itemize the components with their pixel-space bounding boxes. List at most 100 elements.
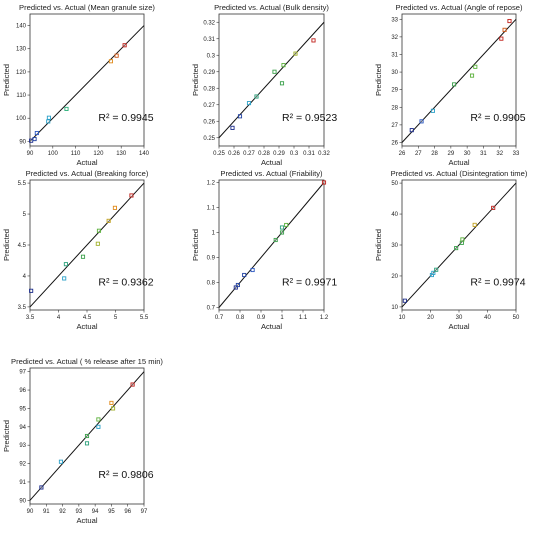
y-tick-label: 0.9 [207, 256, 216, 262]
data-point [284, 222, 289, 228]
data-point [273, 237, 278, 243]
y-tick-label: 50 [391, 181, 398, 187]
data-point [279, 230, 285, 235]
data-point [129, 193, 134, 198]
x-tick-label: 94 [92, 509, 99, 515]
x-tick-label: 0.29 [273, 151, 285, 157]
data-point [281, 63, 286, 68]
x-axis-label: Actual [261, 158, 282, 167]
x-tick-label: 40 [484, 315, 491, 321]
data-point [106, 218, 111, 223]
data-point [62, 276, 67, 281]
data-point [233, 285, 238, 290]
y-tick-label: 28 [391, 105, 398, 111]
plot-title: Predicted vs. Actual (Breaking force) [26, 169, 149, 178]
data-point [32, 137, 37, 142]
x-tick-label: 0.3 [290, 151, 299, 157]
data-point [80, 254, 86, 259]
data-point [402, 298, 407, 303]
scatter-panel: Predicted vs. Actual (Breaking force) 3.5… [2, 169, 154, 331]
data-point [469, 73, 475, 78]
x-tick-label: 0.32 [318, 151, 330, 157]
y-tick-label: 0.27 [203, 103, 215, 109]
data-point [279, 81, 285, 86]
x-tick-label: 100 [48, 151, 59, 157]
r-squared-label: R² = 0.9971 [282, 276, 337, 288]
y-tick-label: 90 [19, 139, 26, 145]
data-point [321, 180, 327, 185]
x-axis-label: Actual [76, 516, 97, 525]
data-point [39, 485, 44, 490]
x-axis-label: Actual [261, 322, 282, 331]
x-tick-label: 30 [456, 315, 463, 321]
x-tick-label: 140 [139, 151, 150, 157]
fit-line [29, 371, 145, 501]
fit-line [218, 21, 325, 139]
y-tick-label: 93 [19, 443, 26, 449]
r-squared-label: R² = 0.9974 [470, 276, 525, 288]
x-tick-label: 0.27 [243, 151, 255, 157]
data-point [130, 382, 135, 387]
y-tick-label: 5.5 [18, 181, 27, 187]
data-point [34, 130, 39, 136]
x-tick-label: 0.9 [257, 315, 266, 321]
data-point [431, 270, 436, 275]
x-tick-label: 10 [399, 315, 406, 321]
data-point [491, 205, 496, 210]
x-tick-label: 120 [93, 151, 104, 157]
data-point [502, 27, 507, 32]
y-tick-label: 92 [19, 462, 26, 468]
data-point [122, 43, 127, 48]
x-tick-label: 0.8 [236, 315, 245, 321]
data-point [64, 106, 69, 111]
data-point [434, 267, 439, 272]
y-tick-label: 5 [23, 212, 27, 218]
scatter-panel: Predicted vs. Actual (Disintegration tim… [374, 169, 528, 331]
y-tick-label: 1 [212, 231, 216, 237]
y-tick-label: 130 [16, 47, 27, 53]
plot-title: Predicted vs. Actual (Angle of repose) [395, 3, 523, 12]
data-point [84, 433, 90, 439]
x-tick-label: 1.1 [299, 315, 308, 321]
y-tick-label: 29 [391, 88, 398, 94]
data-point [507, 18, 512, 24]
y-tick-label: 94 [19, 425, 26, 431]
x-tick-label: 32 [496, 151, 503, 157]
x-tick-label: 95 [108, 509, 115, 515]
data-point [46, 119, 51, 124]
data-point [242, 272, 247, 278]
x-axis-label: Actual [448, 158, 469, 167]
x-tick-label: 130 [116, 151, 127, 157]
y-tick-label: 95 [19, 406, 26, 412]
data-point [460, 237, 465, 242]
x-tick-label: 1.2 [320, 315, 329, 321]
data-point [279, 225, 285, 230]
y-tick-label: 3.5 [18, 305, 27, 311]
x-axis-label: Actual [76, 322, 97, 331]
data-point [473, 64, 478, 69]
y-tick-label: 20 [391, 274, 398, 280]
data-point [108, 59, 113, 64]
y-tick-label: 0.31 [203, 37, 215, 43]
y-tick-label: 4 [23, 274, 27, 280]
r-squared-label: R² = 0.9523 [282, 112, 337, 124]
plot-frame [29, 13, 145, 147]
data-point [58, 459, 63, 464]
y-tick-label: 0.8 [207, 281, 216, 287]
data-point [250, 267, 255, 273]
x-tick-label: 90 [27, 509, 34, 515]
y-tick-label: 120 [16, 70, 27, 76]
data-point [29, 288, 34, 293]
x-axis-label: Actual [448, 322, 469, 331]
y-tick-label: 0.29 [203, 70, 215, 76]
scatter-panel: Predicted vs. Actual (Angle of repose) 26… [374, 3, 526, 167]
data-point [419, 119, 424, 124]
plot-title: Predicted vs. Actual (Friability) [220, 169, 323, 178]
fit-line [401, 182, 517, 308]
y-tick-label: 97 [19, 370, 26, 376]
data-point [63, 262, 68, 267]
data-point [409, 128, 414, 133]
y-tick-label: 140 [16, 24, 27, 30]
data-point [95, 241, 100, 246]
